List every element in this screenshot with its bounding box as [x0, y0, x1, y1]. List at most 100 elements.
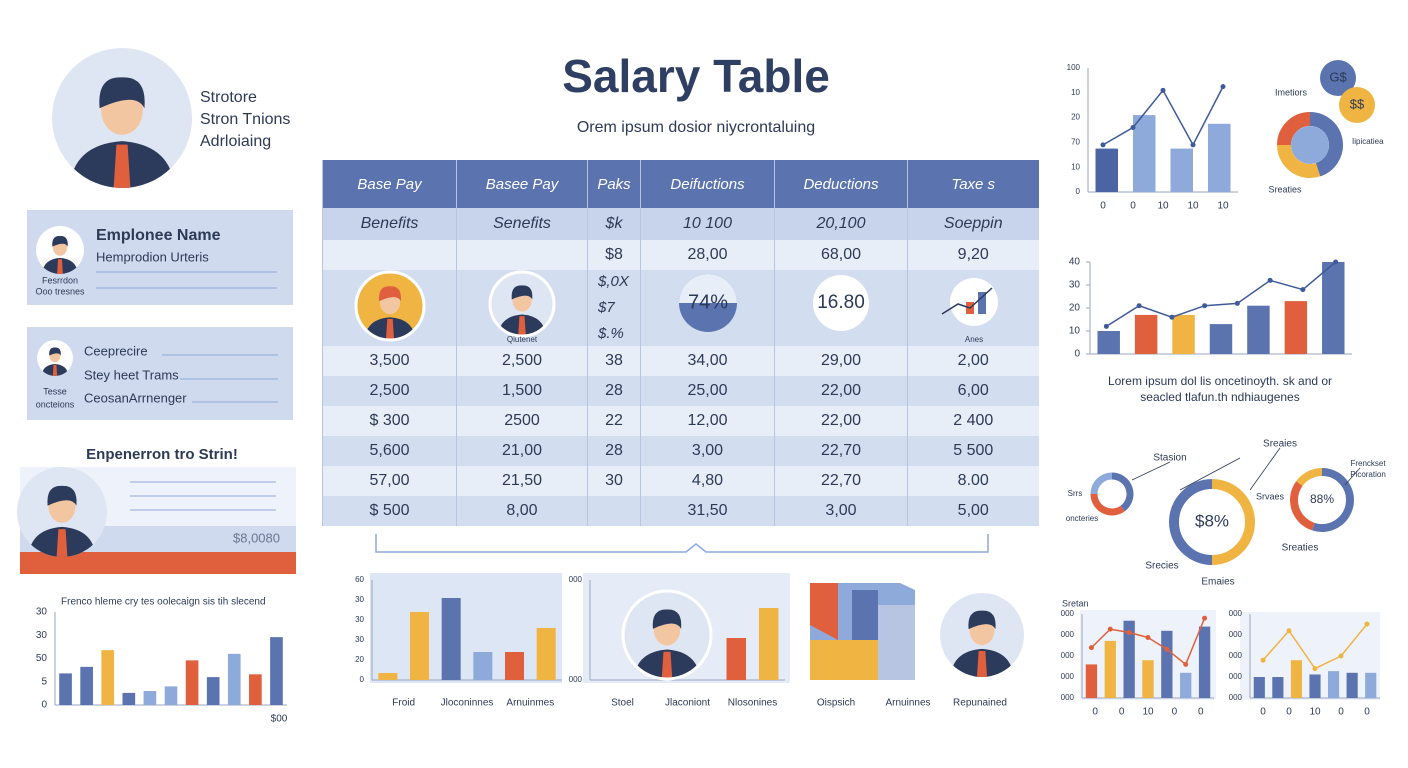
cell: 3,00 — [774, 496, 908, 526]
cell: 16.80 — [774, 270, 908, 346]
caption: Lorem ipsum dol lis oncetinoyth. sk and … — [1108, 374, 1332, 388]
avatar-hair — [52, 236, 68, 247]
y-label: 000 — [1229, 651, 1243, 660]
cell: 29,00 — [774, 346, 908, 376]
y-label: 20 — [1071, 113, 1080, 122]
badge — [813, 275, 869, 331]
cell-graphic: Anes — [941, 278, 998, 344]
cell: 57,00 — [322, 466, 457, 496]
line-dot — [1136, 303, 1142, 309]
pie-center — [1291, 126, 1329, 164]
ring-segment — [1309, 112, 1343, 177]
bar — [164, 686, 178, 705]
chart-title: Sretan — [1062, 598, 1089, 608]
cell: 25,00 — [640, 376, 775, 406]
cell: 2 400 — [907, 406, 1039, 436]
x-label: $00 — [271, 714, 288, 725]
line-dot — [1202, 615, 1208, 621]
profile-line: Strotore — [200, 89, 257, 106]
panel — [370, 573, 562, 683]
header-row: Base Pay Basee Pay Paks Deifuctions Deductio… — [322, 160, 1039, 208]
cell: Soeppin — [907, 208, 1039, 240]
cell: Benefits — [322, 208, 457, 240]
icon-bar — [978, 292, 986, 314]
table-row: Benefits Senefits $k 10 100 20,100 Soeppin — [322, 208, 1039, 240]
bar — [1290, 660, 1302, 698]
x-label: 0 — [1100, 201, 1106, 212]
x-label: 0 — [1338, 707, 1344, 718]
x-label: 10 — [1217, 201, 1229, 212]
bar — [1284, 301, 1308, 354]
avatar — [42, 236, 78, 274]
cell — [456, 240, 588, 270]
ring — [488, 270, 556, 338]
cell: 21,50 — [456, 466, 588, 496]
y-label: 5 — [41, 676, 47, 687]
line-dot — [1333, 259, 1339, 265]
line-dot — [1190, 142, 1196, 148]
bar — [1322, 262, 1345, 354]
line-dot — [1300, 287, 1306, 293]
cell: $8 — [587, 240, 641, 270]
y-label: 000 — [1061, 651, 1075, 660]
y-label: 50 — [36, 653, 48, 664]
avatar-hair — [49, 347, 61, 356]
y-label: 100 — [1067, 63, 1081, 72]
cell: 28,00 — [640, 240, 775, 270]
avatar-tie — [976, 650, 988, 677]
leader — [1249, 447, 1281, 491]
cell: 9,20 — [907, 240, 1039, 270]
ring — [354, 270, 426, 342]
bar — [122, 692, 136, 705]
cell-text: $,0X — [597, 273, 630, 290]
promo-strip — [20, 552, 296, 574]
y-tick-label: 20 — [1069, 303, 1081, 314]
donut-label: Emaies — [1201, 577, 1234, 588]
x-label: 10 — [1187, 201, 1199, 212]
bar — [1346, 672, 1358, 698]
bar — [1123, 620, 1135, 698]
subtitle: Orem ipsum dosior niycrontaluing — [577, 119, 815, 136]
avatar-hair — [511, 285, 533, 300]
donut-label: Srrs — [1068, 489, 1083, 498]
card-caption: Ooo tresnes — [35, 286, 85, 296]
y-label: 30 — [355, 595, 364, 604]
pie-label: G$ — [1329, 69, 1347, 84]
cell: 28 — [587, 436, 641, 466]
cell: 6,00 — [907, 376, 1039, 406]
cell: $ 300 — [322, 406, 457, 436]
bar — [143, 691, 157, 705]
profile-line: Stron Tnions — [200, 111, 290, 128]
line-dot — [1164, 646, 1170, 652]
card-caption: Fesrrdon — [42, 275, 78, 285]
y-label: 0 — [41, 700, 47, 711]
x-label: 0 — [1172, 707, 1178, 718]
line-dot — [1100, 142, 1106, 148]
x-label: 10 — [1157, 201, 1169, 212]
table-row: 3,500 2,500 38 34,00 29,00 2,00 — [322, 346, 1039, 376]
y-tick-label: 40 — [1069, 257, 1081, 268]
cell: 20,100 — [774, 208, 908, 240]
cell: 22,00 — [774, 406, 908, 436]
line-dot — [1286, 628, 1292, 634]
donut-label: Srecies — [1145, 561, 1178, 572]
leader — [1179, 457, 1241, 491]
y-label: 0 — [1076, 187, 1081, 196]
ring-segment — [1312, 468, 1354, 532]
donut-label: Stasion — [1153, 453, 1186, 464]
cell: 8,00 — [456, 496, 588, 526]
x-label: Froid — [392, 698, 415, 709]
ring-segment — [1277, 112, 1311, 146]
line-dot — [1183, 661, 1189, 667]
avatar — [28, 485, 96, 557]
caption: seacled tlafun.th ndhiaugenes — [1140, 390, 1299, 404]
cell: 22,00 — [774, 376, 908, 406]
y-label: 0 — [360, 675, 365, 684]
y-tick-label: 30 — [1069, 280, 1081, 291]
avatar-tie — [113, 144, 131, 188]
ring-segment — [1090, 493, 1125, 516]
line-dot — [1126, 629, 1132, 635]
bar — [185, 660, 199, 705]
avatar-hair — [99, 77, 145, 109]
